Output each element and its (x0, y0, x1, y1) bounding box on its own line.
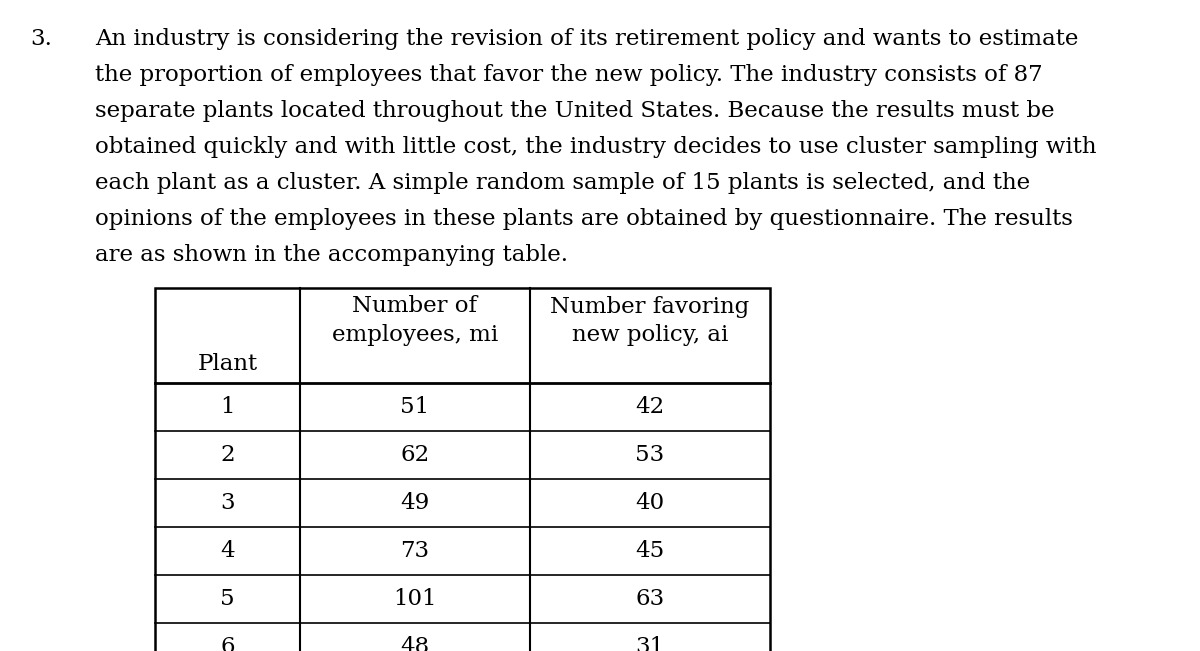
Text: 62: 62 (401, 444, 430, 466)
Text: 51: 51 (401, 396, 430, 418)
Text: are as shown in the accompanying table.: are as shown in the accompanying table. (95, 244, 568, 266)
Text: 3: 3 (220, 492, 235, 514)
Text: 4: 4 (220, 540, 235, 562)
Text: 2: 2 (220, 444, 235, 466)
Text: 3.: 3. (30, 28, 52, 50)
Text: employees, mi: employees, mi (332, 324, 498, 346)
Text: new policy, ai: new policy, ai (572, 324, 728, 346)
Bar (155, 288, 770, 651)
Text: 40: 40 (636, 492, 665, 514)
Text: 73: 73 (401, 540, 430, 562)
Text: 101: 101 (394, 588, 437, 610)
Text: Number of: Number of (353, 296, 478, 318)
Text: 42: 42 (635, 396, 665, 418)
Text: 48: 48 (401, 636, 430, 651)
Text: 53: 53 (635, 444, 665, 466)
Text: each plant as a cluster. A simple random sample of 15 plants is selected, and th: each plant as a cluster. A simple random… (95, 172, 1030, 194)
Text: 45: 45 (635, 540, 665, 562)
Text: separate plants located throughout the United States. Because the results must b: separate plants located throughout the U… (95, 100, 1055, 122)
Text: An industry is considering the revision of its retirement policy and wants to es: An industry is considering the revision … (95, 28, 1079, 50)
Text: 5: 5 (220, 588, 235, 610)
Text: Plant: Plant (198, 353, 258, 375)
Text: 6: 6 (220, 636, 235, 651)
Text: opinions of the employees in these plants are obtained by questionnaire. The res: opinions of the employees in these plant… (95, 208, 1073, 230)
Text: 63: 63 (635, 588, 665, 610)
Text: obtained quickly and with little cost, the industry decides to use cluster sampl: obtained quickly and with little cost, t… (95, 136, 1097, 158)
Text: Number favoring: Number favoring (551, 296, 750, 318)
Text: 1: 1 (221, 396, 235, 418)
Text: the proportion of employees that favor the new policy. The industry consists of : the proportion of employees that favor t… (95, 64, 1043, 86)
Text: 49: 49 (401, 492, 430, 514)
Text: 31: 31 (636, 636, 665, 651)
